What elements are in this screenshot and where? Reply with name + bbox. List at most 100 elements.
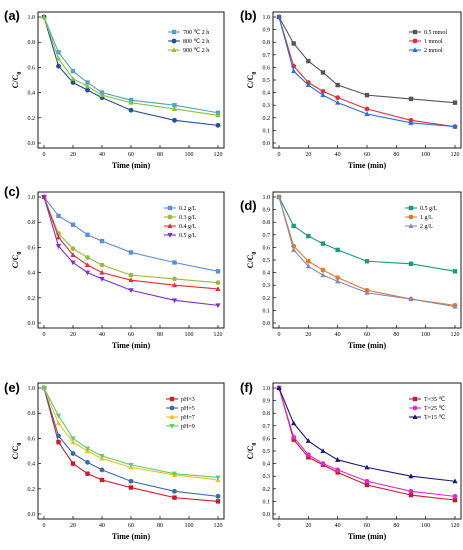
- data-point: [171, 106, 178, 111]
- panel-label: (b): [240, 8, 257, 23]
- data-point: [70, 246, 76, 252]
- data-point: [291, 434, 297, 440]
- data-point: [70, 222, 76, 227]
- legend-swatch-marker: [169, 414, 175, 419]
- y-tick-label: 0.7: [263, 424, 271, 430]
- legend-label: 700 ℃ 2 h: [183, 30, 209, 36]
- data-point: [408, 120, 414, 125]
- data-point: [215, 112, 221, 118]
- data-point: [56, 63, 61, 69]
- data-point: [128, 478, 134, 484]
- series-line: [278, 196, 456, 272]
- y-axis-title: C/C0: [246, 443, 258, 460]
- x-tick-label: 120: [214, 523, 223, 529]
- data-point: [320, 267, 326, 273]
- data-point: [172, 117, 177, 123]
- legend-label: T=15 ℃: [424, 415, 446, 421]
- series-line: [278, 16, 456, 104]
- data-point: [364, 478, 370, 484]
- data-point: [172, 103, 177, 108]
- data-point: [305, 263, 311, 269]
- legend-swatch-marker: [167, 223, 173, 228]
- series-1: T=35 ℃: [276, 385, 458, 503]
- data-point: [320, 272, 326, 278]
- legend-label: 0.5 mmol: [424, 30, 447, 36]
- data-point: [41, 14, 47, 19]
- x-tick-label: 120: [451, 332, 460, 338]
- panel-label: (d): [240, 198, 257, 213]
- series-line: [43, 196, 219, 284]
- series-line: [278, 387, 456, 497]
- x-tick-label: 100: [421, 332, 430, 338]
- y-tick-label: 0.0: [28, 512, 36, 518]
- data-point: [128, 99, 134, 105]
- data-point: [408, 492, 414, 498]
- data-point: [364, 111, 370, 117]
- y-tick-label: 0.4: [28, 91, 36, 97]
- y-tick-label: 0.6: [28, 436, 36, 442]
- legend-swatch-marker: [412, 38, 418, 44]
- y-tick-label: 0.8: [28, 40, 36, 46]
- data-point: [364, 259, 370, 264]
- data-point: [364, 482, 370, 488]
- x-tick-label: 100: [421, 152, 430, 158]
- x-tick-label: 80: [157, 523, 163, 529]
- data-point: [452, 123, 458, 129]
- legend-label: pH=7: [181, 415, 195, 421]
- legend-label: 800 ℃ 2 h: [183, 39, 209, 45]
- data-point: [335, 470, 340, 475]
- data-point: [84, 262, 91, 268]
- series-line: [43, 196, 219, 290]
- x-axis-title: Time (min): [112, 532, 151, 541]
- legend-swatch-marker: [171, 38, 177, 44]
- data-point: [70, 439, 76, 445]
- legend-label: T=25 ℃: [424, 406, 446, 412]
- panel-label: (c): [4, 184, 20, 199]
- data-point: [215, 499, 221, 504]
- panel-label: (a): [4, 8, 20, 23]
- data-point: [128, 107, 134, 113]
- data-point: [70, 451, 76, 456]
- series-line: [43, 196, 219, 272]
- y-tick-label: 0.4: [28, 271, 36, 277]
- legend-label: 0.2 g/L: [179, 206, 197, 212]
- data-point: [56, 433, 61, 439]
- data-point: [99, 238, 105, 244]
- y-tick-label: 1.0: [28, 386, 36, 392]
- data-point: [335, 275, 341, 281]
- data-point: [99, 262, 105, 268]
- y-tick-label: 0.0: [28, 321, 36, 327]
- x-tick-label: 60: [128, 523, 134, 529]
- series-line: [43, 16, 219, 116]
- x-tick-label: 100: [185, 152, 194, 158]
- data-point: [99, 269, 105, 275]
- x-tick-label: 60: [128, 152, 134, 158]
- series-line: [43, 16, 219, 114]
- chart-panel-c: (c) 0.0 0.2 0.4 0.6 0.8 1.0 0 20 40 60 80 100 120 Time…: [4, 184, 225, 350]
- data-point: [99, 477, 105, 483]
- data-point: [215, 475, 221, 481]
- y-tick-label: 0.2: [28, 487, 36, 493]
- legend-swatch-marker: [412, 29, 418, 35]
- y-tick-label: 0.3: [263, 103, 271, 109]
- y-tick-label: 1.0: [263, 386, 271, 392]
- x-tick-label: 120: [214, 332, 223, 338]
- data-point: [276, 385, 282, 390]
- data-point: [215, 493, 221, 499]
- y-axis-title: C/C0: [246, 252, 258, 269]
- x-tick-label: 80: [393, 523, 399, 529]
- y-tick-label: 0.9: [263, 28, 271, 34]
- series-line: [278, 387, 456, 482]
- data-point: [364, 289, 370, 295]
- data-point: [320, 88, 326, 94]
- data-point: [452, 269, 458, 274]
- legend-label: 1 g/L: [420, 215, 433, 221]
- data-point: [172, 488, 177, 494]
- legend-label: pH=5: [181, 406, 195, 412]
- legend-label: 900 ℃ 2 h: [183, 48, 209, 54]
- y-tick-label: 0.0: [28, 141, 36, 147]
- y-tick-label: 0.1: [263, 128, 271, 134]
- data-point: [99, 454, 105, 459]
- y-tick-label: 0.2: [263, 487, 271, 493]
